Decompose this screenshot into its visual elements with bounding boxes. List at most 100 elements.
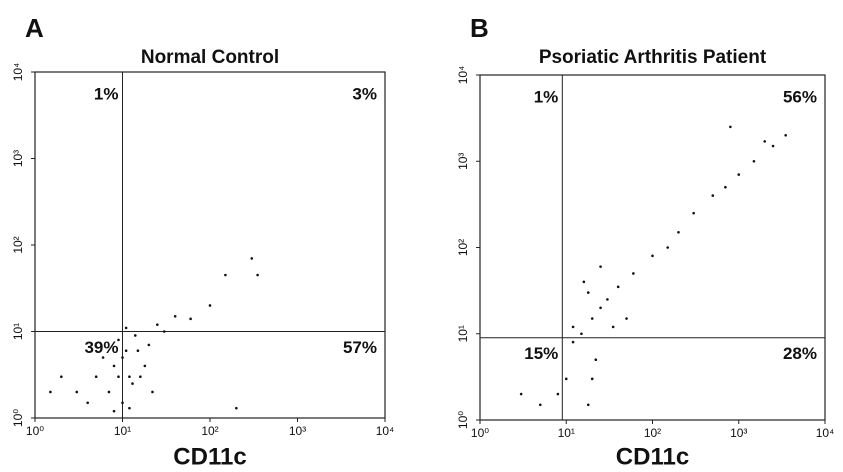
dot xyxy=(586,291,590,294)
x-tick-label: 10⁰ xyxy=(471,426,489,440)
dot xyxy=(124,326,128,330)
dot xyxy=(625,317,628,320)
dot xyxy=(737,173,741,176)
dot xyxy=(94,375,98,379)
x-tick-label: 10⁰ xyxy=(26,424,44,438)
dot xyxy=(586,403,590,407)
dot xyxy=(208,304,212,307)
y-tick-label: 10³ xyxy=(11,150,25,167)
dot xyxy=(724,185,727,189)
dot xyxy=(611,325,615,329)
dot xyxy=(124,349,128,352)
y-tick-label: 10¹ xyxy=(456,325,470,342)
y-tick-label: 10¹ xyxy=(11,323,25,340)
dot xyxy=(147,343,151,347)
x-tick-label: 10³ xyxy=(289,424,306,438)
y-tick-label: 10² xyxy=(456,239,470,256)
dot xyxy=(729,125,732,129)
quadrant-percent: 39% xyxy=(84,338,118,357)
quadrant-percent: 28% xyxy=(783,344,817,363)
y-tick-label: 10² xyxy=(11,236,25,253)
dot xyxy=(752,159,756,163)
dot xyxy=(162,330,166,333)
dot xyxy=(582,280,586,284)
panel-letter: A xyxy=(25,13,44,43)
x-tick-label: 10² xyxy=(201,424,218,438)
dot xyxy=(121,401,124,405)
dot xyxy=(189,317,192,321)
panel-letter: B xyxy=(470,13,489,43)
quadrant-percent: 3% xyxy=(352,84,377,103)
dot xyxy=(117,375,120,379)
dot xyxy=(571,325,575,329)
quadrant-percent: 57% xyxy=(343,338,377,357)
y-tick-label: 10⁰ xyxy=(11,409,25,427)
dot xyxy=(711,194,715,197)
dot xyxy=(136,349,140,352)
y-tick-label: 10⁴ xyxy=(456,66,470,85)
dot xyxy=(173,314,177,318)
dot xyxy=(594,358,598,362)
dot xyxy=(784,133,787,137)
chart-title: Psoriatic Arthritis Patient xyxy=(539,47,767,68)
dot xyxy=(590,317,594,320)
y-tick-label: 10⁰ xyxy=(456,411,470,429)
dot xyxy=(564,377,568,381)
dot xyxy=(128,406,131,410)
dot xyxy=(101,356,105,359)
dot xyxy=(599,306,602,310)
quadrant-percent: 1% xyxy=(94,84,119,103)
dot xyxy=(666,246,669,249)
dot xyxy=(580,332,583,336)
dot xyxy=(128,375,131,379)
dot xyxy=(632,272,635,275)
dot xyxy=(224,273,227,277)
dot xyxy=(250,257,254,260)
dot xyxy=(156,323,159,326)
dot xyxy=(763,140,767,143)
dot xyxy=(131,382,134,385)
dot xyxy=(143,364,147,368)
plot-frame xyxy=(479,74,826,421)
dot xyxy=(571,340,575,344)
dot xyxy=(590,377,594,381)
x-axis-label: CD11c xyxy=(173,443,246,470)
quadrant-percent: 1% xyxy=(534,87,559,106)
plot-frame xyxy=(34,71,386,419)
x-tick-label: 10⁴ xyxy=(816,426,835,440)
dot xyxy=(606,298,609,301)
x-tick-label: 10⁴ xyxy=(376,424,395,438)
dot xyxy=(256,273,259,277)
dot xyxy=(651,254,654,258)
dot xyxy=(121,356,124,359)
dot xyxy=(133,334,137,337)
dot xyxy=(599,265,602,268)
dot xyxy=(107,390,111,394)
x-tick-label: 10¹ xyxy=(114,424,131,438)
dot xyxy=(151,390,154,394)
quadrant-percent: 15% xyxy=(524,344,558,363)
dot xyxy=(139,375,142,379)
dot xyxy=(60,375,63,379)
dot xyxy=(112,409,116,413)
x-axis-label: CD11c xyxy=(616,443,689,470)
x-tick-label: 10² xyxy=(644,426,661,440)
dot xyxy=(556,392,560,396)
chart-title: Normal Control xyxy=(141,47,279,68)
dot xyxy=(616,285,620,289)
dot xyxy=(75,390,79,394)
dot xyxy=(692,211,695,215)
dot xyxy=(86,401,89,405)
dot xyxy=(235,406,238,410)
quadrant-percent: 56% xyxy=(783,87,817,106)
dot xyxy=(677,231,680,234)
dot xyxy=(112,364,116,368)
y-tick-label: 10⁴ xyxy=(11,63,25,82)
dot xyxy=(49,390,52,394)
dot xyxy=(538,403,542,407)
dot xyxy=(771,144,775,148)
dot xyxy=(117,338,120,342)
y-tick-label: 10³ xyxy=(456,153,470,170)
x-tick-label: 10¹ xyxy=(558,426,575,440)
